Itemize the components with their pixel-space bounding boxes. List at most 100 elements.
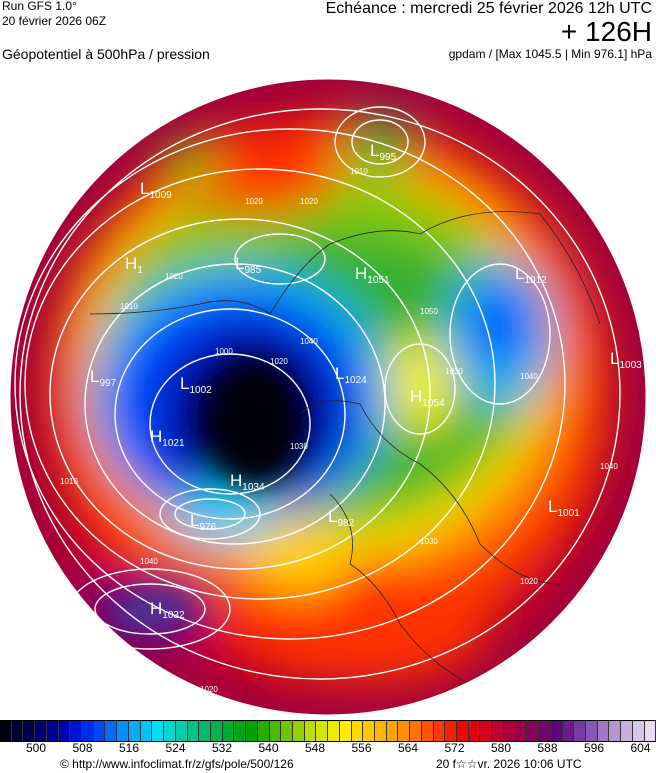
- isobar-label: 1040: [520, 372, 538, 381]
- pressure-center-high: H1051: [355, 264, 390, 286]
- colorbar-tick-label: 596: [583, 741, 605, 755]
- pressure-center-low: L1002: [180, 374, 212, 396]
- isobar-label: 1020: [200, 685, 218, 694]
- pressure-center-low: L982: [328, 507, 355, 529]
- colorbar-swatch: [70, 721, 83, 741]
- colorbar-swatch: [386, 721, 399, 741]
- colorbar-swatch: [632, 721, 645, 741]
- pressure-center-high: H1: [125, 254, 143, 276]
- isobar-label: 1040: [600, 462, 618, 471]
- colorbar-swatch: [339, 721, 352, 741]
- pressure-center-low: L995: [370, 141, 397, 163]
- colorbar-swatch: [515, 721, 528, 741]
- colorbar-tick-label: 500: [25, 741, 47, 755]
- colorbar-tick-label: 588: [537, 741, 558, 755]
- colorbar-swatch: [539, 721, 551, 741]
- colorbar-swatch: [574, 721, 586, 741]
- colorbar-swatch: [480, 721, 493, 741]
- colorbar-swatch: [269, 721, 282, 741]
- pressure-center-low: L1012: [515, 264, 547, 286]
- isobar-label: 1020: [520, 577, 538, 586]
- credit-link[interactable]: © http://www.infoclimat.fr/z/gfs/pole/50…: [60, 757, 294, 771]
- run-date: 20 février 2026 06Z: [2, 14, 107, 28]
- isobar-label: 1010: [120, 302, 138, 311]
- colorbar-swatch: [445, 721, 458, 741]
- colorbar-swatch: [433, 721, 446, 741]
- pressure-center-low: L976: [190, 511, 217, 533]
- colorbar-swatch: [210, 721, 223, 741]
- pressure-center-low: L1024: [335, 364, 367, 386]
- colorbar-tick-label: 604: [630, 741, 651, 755]
- units-minmax: gpdam / [Max 1045.5 | Min 976.1] hPa: [448, 47, 652, 61]
- colorbar-swatch: [222, 721, 235, 741]
- isobar-label: 1050: [420, 307, 438, 316]
- colorbar-tick-label: 564: [397, 741, 419, 755]
- model-run-label: Run GFS 1.0°: [2, 0, 77, 13]
- colorbar-swatch: [292, 721, 305, 741]
- colorbar-tick-label: 580: [490, 741, 512, 755]
- colorbar-swatch: [609, 721, 622, 741]
- colorbar-swatch: [82, 721, 94, 741]
- colorbar-swatch: [621, 721, 633, 741]
- isobar-label: 1030: [420, 537, 438, 546]
- colorbar-swatch: [257, 721, 270, 741]
- colorbar-swatch: [550, 721, 563, 741]
- colorbar-swatch: [140, 721, 153, 741]
- colorbar-swatch: [234, 721, 247, 741]
- generation-timestamp: 20 f☆☆vr. 2026 10:06 UTC: [436, 757, 582, 771]
- isobar-label: 1020: [270, 357, 288, 366]
- colorbar-swatch: [585, 721, 598, 741]
- isobar-label: 1010: [350, 167, 368, 176]
- colorbar-swatch: [597, 721, 610, 741]
- pressure-center-high: H1054: [410, 387, 445, 409]
- colorbar-swatch: [527, 721, 540, 741]
- colorbar-swatch: [503, 721, 516, 741]
- isobar-label: 1020: [245, 197, 263, 206]
- colorbar: [0, 720, 656, 742]
- colorbar-tick-label: 524: [165, 741, 186, 755]
- parameter-title: Géopotentiel à 500hPa / pression: [2, 46, 210, 62]
- colorbar-swatch: [281, 721, 293, 741]
- isobar-label: 1020: [300, 197, 318, 206]
- isobar-label: 1030: [580, 597, 598, 606]
- colorbar-swatch: [23, 721, 36, 741]
- colorbar-tick-label: 572: [444, 741, 465, 755]
- isobars: [14, 106, 621, 680]
- lead-time: + 126H: [560, 16, 652, 47]
- colorbar-swatch: [199, 721, 211, 741]
- isobar-label: 1040: [300, 337, 318, 346]
- colorbar-swatch: [175, 721, 188, 741]
- colorbar-tick-label: 556: [351, 741, 372, 755]
- colorbar-tick-label: 516: [118, 741, 140, 755]
- colorbar-swatch: [35, 721, 47, 741]
- colorbar-swatch: [105, 721, 118, 741]
- colorbar-swatch: [304, 721, 317, 741]
- colorbar-swatch: [492, 721, 504, 741]
- colorbar-swatch: [375, 721, 387, 741]
- isobar-label: 1030: [290, 442, 308, 451]
- geopotential-field: [10, 79, 646, 715]
- colorbar-swatch: [457, 721, 469, 741]
- colorbar-swatch: [644, 721, 656, 741]
- colorbar-swatch: [246, 721, 258, 741]
- colorbar-swatch: [128, 721, 141, 741]
- pressure-centers: L995 L1009 L985 H1051 L1012 H1 L997 L1002 L1024 H…: [60, 141, 642, 694]
- colorbar-swatch: [152, 721, 165, 741]
- colorbar-swatch: [363, 721, 375, 741]
- colorbar-swatch: [187, 721, 200, 741]
- colorbar-swatch: [46, 721, 59, 741]
- pressure-center-low: L1009: [140, 179, 172, 201]
- colorbar-swatch: [117, 721, 129, 741]
- colorbar-swatch: [410, 721, 422, 741]
- colorbar-swatch: [328, 721, 340, 741]
- pressure-center-low: L997: [90, 367, 117, 389]
- forecast-valid-time: Echéance : mercredi 25 février 2026 12h …: [325, 0, 652, 17]
- isobar-label: 1000: [215, 347, 233, 356]
- isobar-label: 1040: [140, 557, 158, 566]
- colorbar-tick-label: 540: [258, 741, 279, 755]
- isobar-label: 1030: [445, 367, 463, 376]
- colorbar-swatch: [562, 721, 575, 741]
- pressure-center-low: L1003: [610, 349, 642, 371]
- colorbar-swatch: [468, 721, 481, 741]
- isobar-label: 1010: [60, 477, 78, 486]
